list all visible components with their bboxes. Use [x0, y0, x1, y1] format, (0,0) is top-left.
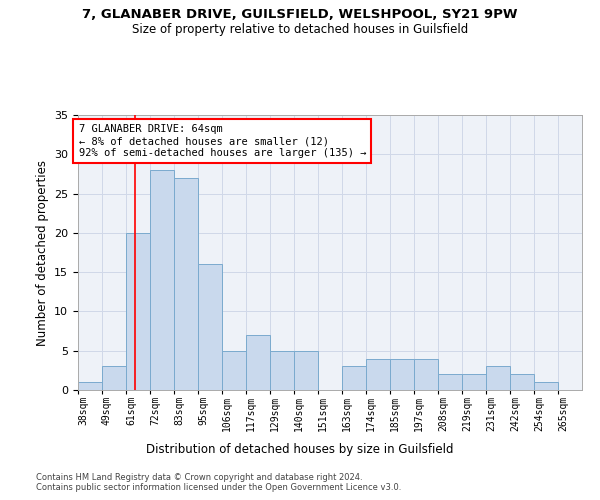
Bar: [463, 374, 485, 390]
Bar: [415, 358, 437, 390]
Bar: [247, 335, 269, 390]
Bar: [175, 178, 197, 390]
Bar: [343, 366, 365, 390]
Bar: [295, 350, 317, 390]
Y-axis label: Number of detached properties: Number of detached properties: [35, 160, 49, 346]
Bar: [223, 350, 245, 390]
Bar: [271, 350, 293, 390]
Bar: [151, 170, 173, 390]
Text: Contains HM Land Registry data © Crown copyright and database right 2024.: Contains HM Land Registry data © Crown c…: [36, 472, 362, 482]
Bar: [511, 374, 533, 390]
Bar: [127, 233, 149, 390]
Text: 7, GLANABER DRIVE, GUILSFIELD, WELSHPOOL, SY21 9PW: 7, GLANABER DRIVE, GUILSFIELD, WELSHPOOL…: [82, 8, 518, 20]
Bar: [199, 264, 221, 390]
Bar: [535, 382, 557, 390]
Bar: [103, 366, 125, 390]
Bar: [367, 358, 389, 390]
Text: Contains public sector information licensed under the Open Government Licence v3: Contains public sector information licen…: [36, 482, 401, 492]
Bar: [79, 382, 101, 390]
Text: 7 GLANABER DRIVE: 64sqm
← 8% of detached houses are smaller (12)
92% of semi-det: 7 GLANABER DRIVE: 64sqm ← 8% of detached…: [79, 124, 366, 158]
Bar: [487, 366, 509, 390]
Bar: [391, 358, 413, 390]
Text: Size of property relative to detached houses in Guilsfield: Size of property relative to detached ho…: [132, 22, 468, 36]
Text: Distribution of detached houses by size in Guilsfield: Distribution of detached houses by size …: [146, 442, 454, 456]
Bar: [439, 374, 461, 390]
